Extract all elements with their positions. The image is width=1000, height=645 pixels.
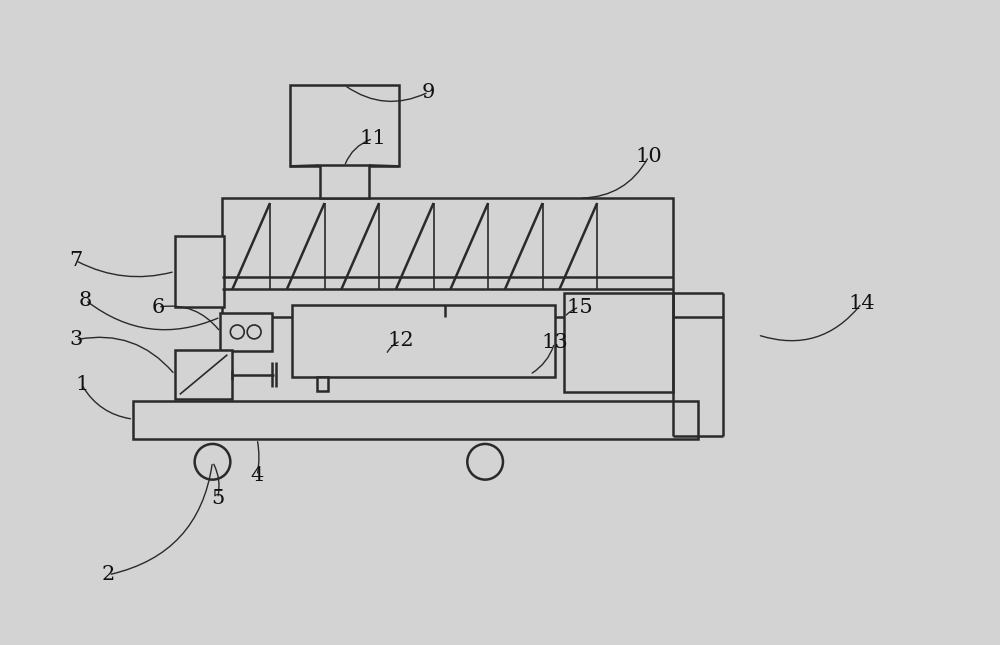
Text: 12: 12: [388, 332, 414, 350]
Text: 10: 10: [635, 147, 662, 166]
Text: 14: 14: [849, 293, 875, 313]
Text: 1: 1: [75, 375, 88, 394]
Bar: [175, 350, 232, 399]
Text: 9: 9: [422, 83, 435, 101]
Bar: [292, 305, 555, 377]
Text: 4: 4: [250, 466, 264, 485]
Text: 15: 15: [566, 297, 593, 317]
Bar: [564, 293, 673, 392]
Bar: [220, 313, 272, 351]
Text: 5: 5: [211, 489, 224, 508]
Text: 6: 6: [151, 297, 165, 317]
Bar: [175, 236, 224, 307]
Bar: [317, 377, 328, 392]
Text: 8: 8: [79, 291, 92, 310]
Bar: [222, 198, 673, 317]
Text: 3: 3: [69, 330, 82, 350]
Bar: [133, 401, 698, 439]
Text: 11: 11: [360, 129, 386, 148]
Text: 13: 13: [541, 333, 568, 352]
Text: 2: 2: [102, 565, 115, 584]
Bar: [320, 165, 369, 198]
Bar: [290, 85, 399, 166]
Text: 7: 7: [69, 251, 82, 270]
